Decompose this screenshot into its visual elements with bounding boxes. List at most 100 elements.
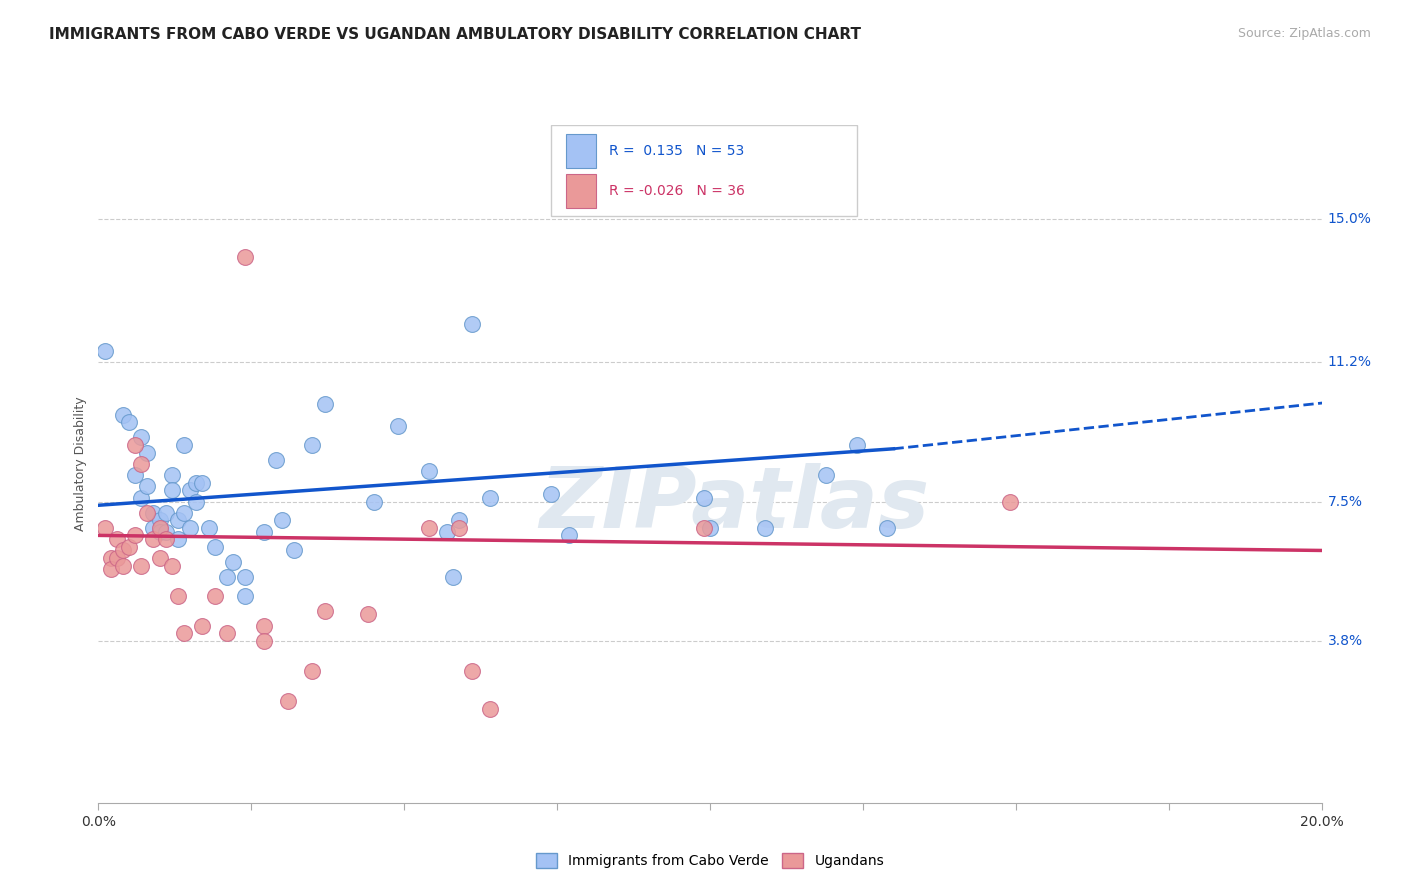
Point	[93, 521, 115, 535]
Point	[693, 521, 716, 535]
Point	[264, 453, 287, 467]
Point	[436, 524, 458, 539]
Point	[160, 483, 183, 498]
Point	[173, 438, 195, 452]
Point	[160, 468, 183, 483]
Point	[142, 506, 165, 520]
Point	[449, 521, 471, 535]
Point	[142, 532, 165, 546]
Point	[283, 543, 305, 558]
Text: 11.2%: 11.2%	[1327, 355, 1372, 369]
Point	[155, 532, 177, 546]
Point	[142, 521, 165, 535]
Point	[815, 468, 838, 483]
Point	[111, 543, 134, 558]
Point	[191, 619, 214, 633]
Point	[998, 494, 1021, 508]
Point	[449, 513, 471, 527]
Point	[111, 558, 134, 573]
Point	[149, 551, 172, 566]
Point	[160, 558, 183, 573]
Point	[129, 457, 152, 471]
Point	[215, 626, 238, 640]
Point	[478, 491, 501, 505]
Point	[111, 408, 134, 422]
Point	[105, 532, 128, 546]
Point	[118, 416, 141, 430]
Point	[478, 701, 501, 715]
Text: 3.8%: 3.8%	[1327, 634, 1362, 648]
Point	[100, 551, 122, 566]
Point	[136, 506, 159, 520]
Point	[129, 491, 152, 505]
Point	[173, 626, 195, 640]
Point	[136, 479, 159, 493]
Text: R =  0.135   N = 53: R = 0.135 N = 53	[609, 144, 744, 158]
Point	[460, 318, 482, 332]
Point	[155, 506, 177, 520]
Point	[167, 532, 190, 546]
Point	[845, 438, 868, 452]
Y-axis label: Ambulatory Disability: Ambulatory Disability	[73, 397, 87, 531]
Point	[699, 521, 721, 535]
Point	[301, 438, 323, 452]
Point	[363, 494, 385, 508]
Point	[301, 664, 323, 678]
Point	[418, 464, 440, 478]
Point	[233, 570, 256, 584]
Point	[233, 589, 256, 603]
Point	[314, 604, 336, 618]
Text: ZIPatlas: ZIPatlas	[540, 463, 929, 546]
Point	[149, 521, 172, 535]
Point	[118, 540, 141, 554]
Point	[100, 562, 122, 576]
Text: 7.5%: 7.5%	[1327, 494, 1362, 508]
Point	[186, 494, 208, 508]
Point	[215, 570, 238, 584]
Point	[252, 633, 274, 648]
Point	[252, 524, 274, 539]
Bar	[565, 174, 596, 208]
Point	[252, 619, 274, 633]
Point	[204, 540, 226, 554]
Point	[754, 521, 776, 535]
Point	[136, 445, 159, 459]
Point	[460, 664, 482, 678]
Bar	[565, 134, 596, 168]
Point	[277, 694, 299, 708]
Point	[179, 483, 201, 498]
Point	[93, 343, 115, 358]
Point	[129, 430, 152, 444]
Point	[197, 521, 219, 535]
Text: 15.0%: 15.0%	[1327, 212, 1372, 226]
Point	[179, 521, 201, 535]
Point	[540, 487, 562, 501]
Point	[233, 250, 256, 264]
Point	[124, 528, 146, 542]
Point	[222, 555, 245, 569]
Point	[204, 589, 226, 603]
Text: Source: ZipAtlas.com: Source: ZipAtlas.com	[1237, 27, 1371, 40]
Point	[270, 513, 292, 527]
Point	[105, 551, 128, 566]
Point	[558, 528, 581, 542]
Point	[387, 419, 409, 434]
Point	[124, 468, 146, 483]
Point	[167, 513, 190, 527]
Text: IMMIGRANTS FROM CABO VERDE VS UGANDAN AMBULATORY DISABILITY CORRELATION CHART: IMMIGRANTS FROM CABO VERDE VS UGANDAN AM…	[49, 27, 862, 42]
Legend: Immigrants from Cabo Verde, Ugandans: Immigrants from Cabo Verde, Ugandans	[530, 848, 890, 874]
Point	[124, 438, 146, 452]
Point	[356, 607, 378, 622]
Point	[693, 491, 716, 505]
Point	[149, 513, 172, 527]
Point	[149, 524, 172, 539]
Point	[314, 396, 336, 410]
Point	[191, 475, 214, 490]
Point	[173, 506, 195, 520]
Point	[441, 570, 464, 584]
Point	[155, 524, 177, 539]
Point	[167, 589, 190, 603]
Point	[129, 558, 152, 573]
Point	[186, 475, 208, 490]
FancyBboxPatch shape	[551, 125, 856, 217]
